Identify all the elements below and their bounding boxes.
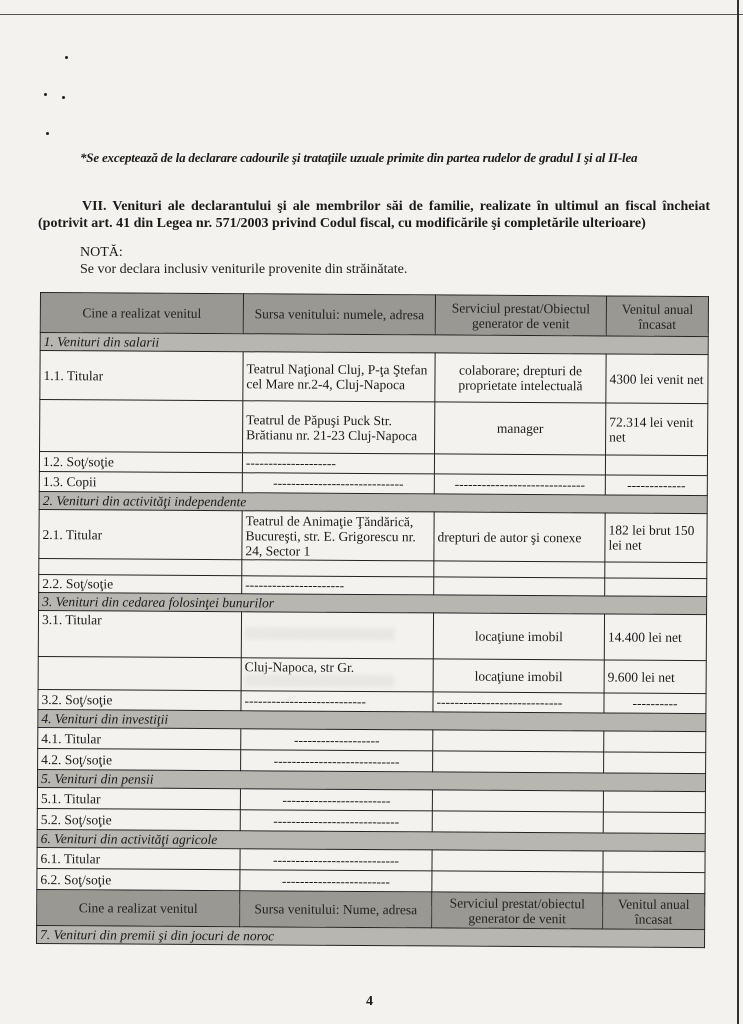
cell <box>605 454 708 476</box>
cell: ---------------------------- <box>240 809 433 832</box>
cell: ------------------------ <box>240 788 433 811</box>
cell: 182 lei brut 150 lei net <box>604 512 708 563</box>
cell <box>431 849 604 872</box>
cell: 1.1. Titular <box>39 350 244 401</box>
cell: ------------------- <box>240 728 433 751</box>
table-row: 1.1. Titular Teatrul Naţional Cluj, P-ţa … <box>39 350 709 404</box>
cell: ---------------------------- <box>239 848 433 871</box>
cell: ------------------------ <box>239 869 432 892</box>
cell: 4300 lei venit net <box>605 353 709 404</box>
cell: manager <box>434 401 606 455</box>
table-header-repeat: Cine a realizat venitul Sursa venitului:… <box>36 889 705 930</box>
cell: 6.1. Titular <box>36 847 241 870</box>
cell: 3.1. Titular <box>38 610 242 658</box>
cell: --------------------------- <box>240 690 434 712</box>
address-text: Cluj-Napoca, str Gr. <box>244 659 355 675</box>
table-header: Cine a realizat venitul Sursa venitului:… <box>40 292 709 337</box>
cell <box>603 811 706 834</box>
cell: Teatrul de Păpuşi Puck Str. Brătianu nr.… <box>242 400 435 454</box>
cell: 9.600 lei net <box>604 659 707 694</box>
cell: Teatrul de Animaţie Ţăndărică, Bucureşti… <box>241 510 435 561</box>
cell <box>432 729 604 752</box>
cell: 5.2. Soţ/soţie <box>37 808 241 831</box>
cell <box>603 790 706 813</box>
cell: 6.2. Soţ/soţie <box>36 868 240 891</box>
table-row: 2.1. Titular Teatrul de Animaţie Ţăndăric… <box>38 509 708 563</box>
cell <box>38 656 242 691</box>
cell <box>433 576 605 596</box>
scan-speck <box>62 96 65 99</box>
cell <box>39 399 243 453</box>
nota: NOTĂ: Se vor declara inclusiv veniturile… <box>80 244 407 278</box>
cell <box>604 577 707 597</box>
cell <box>602 871 705 894</box>
redaction <box>244 674 395 688</box>
col-header: Sursa venitului: numele, adresa <box>243 293 436 335</box>
cell: 4.2. Soţ/soţie <box>37 748 241 771</box>
scan-edge-line <box>0 14 743 15</box>
col-header: Venitul anual încasat <box>606 295 709 337</box>
scan-speck <box>65 56 68 59</box>
section-label: 7. Venituri din premii şi din jocuri de … <box>36 925 705 948</box>
cell <box>432 810 604 833</box>
cell: 72.314 lei venit net <box>605 402 708 456</box>
cell: locaţiune imobil <box>433 612 605 660</box>
nota-label: NOTĂ: <box>80 245 123 260</box>
col-header: Cine a realizat venitul <box>36 889 240 927</box>
cell: colaborare; drepturi de proprietate inte… <box>434 352 607 403</box>
income-table: Cine a realizat venitul Sursa venitului:… <box>36 292 709 948</box>
cell: ------------- <box>605 474 708 496</box>
cell: ----------------------------- <box>434 473 606 495</box>
scan-edge-line <box>737 0 739 1024</box>
cell <box>431 870 603 893</box>
cell <box>432 789 604 812</box>
cell: Teatrul Naţional Cluj, P-ţa Ştefan cel M… <box>242 351 436 402</box>
cell: ---------------------------- <box>432 691 605 713</box>
cell: 2.1. Titular <box>38 509 243 560</box>
cell <box>603 730 706 753</box>
cell: 1.3. Copii <box>39 471 243 493</box>
cell: 1.2. Soţ/soţie <box>39 451 243 473</box>
cell: 2.2. Soţ/soţie <box>38 574 242 594</box>
cell: Cluj-Napoca, str Gr. <box>241 657 434 692</box>
table-row: Teatrul de Păpuşi Puck Str. Brătianu nr.… <box>39 399 708 456</box>
cell: ---------- <box>603 692 707 714</box>
col-header: Sursa venitului: Nume, adresa <box>239 890 432 928</box>
footnote: *Se exceptează de la declarare cadourile… <box>80 150 638 165</box>
section-title: VII. Venituri ale declarantului şi ale m… <box>38 199 710 231</box>
redaction <box>244 627 395 641</box>
col-header: Cine a realizat venitul <box>40 292 244 334</box>
cell: 5.1. Titular <box>37 787 241 810</box>
cell: 14.400 lei net <box>604 613 707 661</box>
scan-speck <box>44 93 47 96</box>
scan-speck <box>46 132 49 135</box>
page-number: 4 <box>366 994 373 1009</box>
cell <box>603 751 706 774</box>
cell: ----------------------------- <box>242 472 435 494</box>
cell <box>432 750 604 773</box>
col-header: Venitul anual încasat <box>602 892 705 930</box>
cell: drepturi de autor şi conexe <box>433 511 606 562</box>
table-row: Cluj-Napoca, str Gr. locaţiune imobil 9.6… <box>38 656 707 694</box>
table-row: 3.1. Titular locaţiune imobil 14.400 lei … <box>38 610 707 661</box>
cell: 3.2. Soţ/soţie <box>37 689 242 711</box>
redacted-cell <box>241 611 434 659</box>
cell: 4.1. Titular <box>37 727 241 750</box>
cell <box>434 453 606 475</box>
cell: -------------------- <box>242 452 435 474</box>
col-header: Serviciul prestat/obiectul generator de … <box>431 891 603 929</box>
nota-text: Se vor declara inclusiv veniturile prove… <box>80 262 408 277</box>
col-header: Serviciul prestat/Obiectul generator de … <box>435 294 607 336</box>
cell <box>602 850 706 873</box>
section-row: 7. Venituri din premii şi din jocuri de … <box>36 925 705 948</box>
cell: ---------------------------- <box>240 749 433 772</box>
cell: ---------------------- <box>241 575 434 595</box>
cell: locaţiune imobil <box>433 658 605 693</box>
